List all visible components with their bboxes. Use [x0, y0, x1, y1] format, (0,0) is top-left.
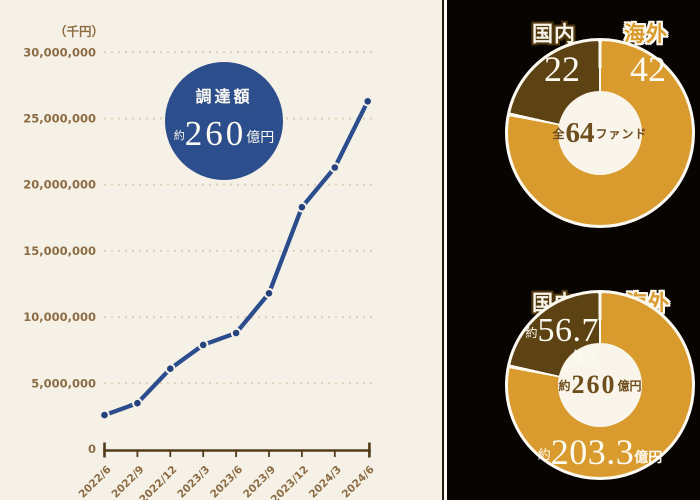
panel-divider: [444, 0, 447, 500]
total-funds-value: 64: [565, 116, 595, 149]
total-funds-prefix: 全: [552, 126, 565, 141]
overseas-amount-value: 203.3: [550, 432, 635, 472]
svg-text:2023/6: 2023/6: [208, 464, 245, 500]
total-amount-suffix: 億円: [617, 378, 642, 393]
total-raised-badge: 調達額 約260億円: [165, 62, 283, 180]
svg-text:0: 0: [88, 442, 96, 456]
svg-text:2024/3: 2024/3: [307, 464, 344, 500]
panel-divider-shadow: [442, 0, 444, 500]
badge-prefix: 約: [173, 130, 185, 142]
svg-text:（千円）: （千円）: [54, 24, 104, 39]
domestic-amount-value-line: 約56.7: [511, 314, 599, 348]
funds-donut-chart: 22 42 全 64 ファンド: [505, 38, 695, 228]
svg-text:30,000,000: 30,000,000: [23, 45, 96, 59]
funds-domestic-label: 国内: [532, 23, 576, 46]
line-chart-panel: （千円） 5,000,000 10,000,000 15,000,000 20,000,…: [0, 0, 444, 500]
total-funds-suffix: ファンド: [595, 126, 648, 141]
amounts-donut-chart: 約56.7 億円 約 260 億円 約203.3億円: [505, 290, 695, 480]
badge-amount: 260: [184, 114, 247, 153]
svg-text:10,000,000: 10,000,000: [23, 310, 96, 324]
svg-text:5,000,000: 5,000,000: [31, 376, 96, 390]
domestic-amount-unit: 億円: [571, 349, 596, 363]
svg-text:2022/12: 2022/12: [137, 464, 179, 500]
amounts-donut-hole: [558, 343, 642, 427]
overseas-amount: 約203.3億円: [505, 434, 695, 470]
total-funds-label: 全 64 ファンド: [505, 38, 695, 228]
funds-donut-hole: [558, 91, 642, 175]
overseas-fund-count: 42: [630, 49, 666, 89]
overseas-amount-prefix: 約: [537, 447, 551, 462]
svg-text:2023/12: 2023/12: [269, 464, 311, 500]
badge-value: 約260億円: [174, 114, 275, 154]
total-amount-prefix: 約: [558, 378, 571, 393]
overseas-amount-unit: 億円: [634, 449, 663, 465]
funds-overseas-label: 海外: [624, 23, 668, 46]
domestic-fund-count: 22: [544, 49, 580, 89]
svg-text:2024/6: 2024/6: [340, 464, 377, 500]
total-amount-label: 約 260 億円: [505, 290, 695, 480]
domestic-amount-prefix: 約: [525, 326, 538, 340]
domestic-amount-value: 56.7: [537, 312, 599, 349]
svg-text:25,000,000: 25,000,000: [23, 112, 96, 126]
domestic-amount: 約56.7 億円: [511, 314, 599, 363]
svg-text:15,000,000: 15,000,000: [23, 244, 96, 258]
badge-suffix: 億円: [246, 129, 275, 145]
total-amount-value: 260: [571, 370, 617, 399]
svg-text:2023/3: 2023/3: [175, 464, 212, 500]
svg-text:20,000,000: 20,000,000: [23, 178, 96, 192]
svg-text:2022/6: 2022/6: [77, 464, 114, 500]
badge-title: 調達額: [195, 89, 253, 106]
